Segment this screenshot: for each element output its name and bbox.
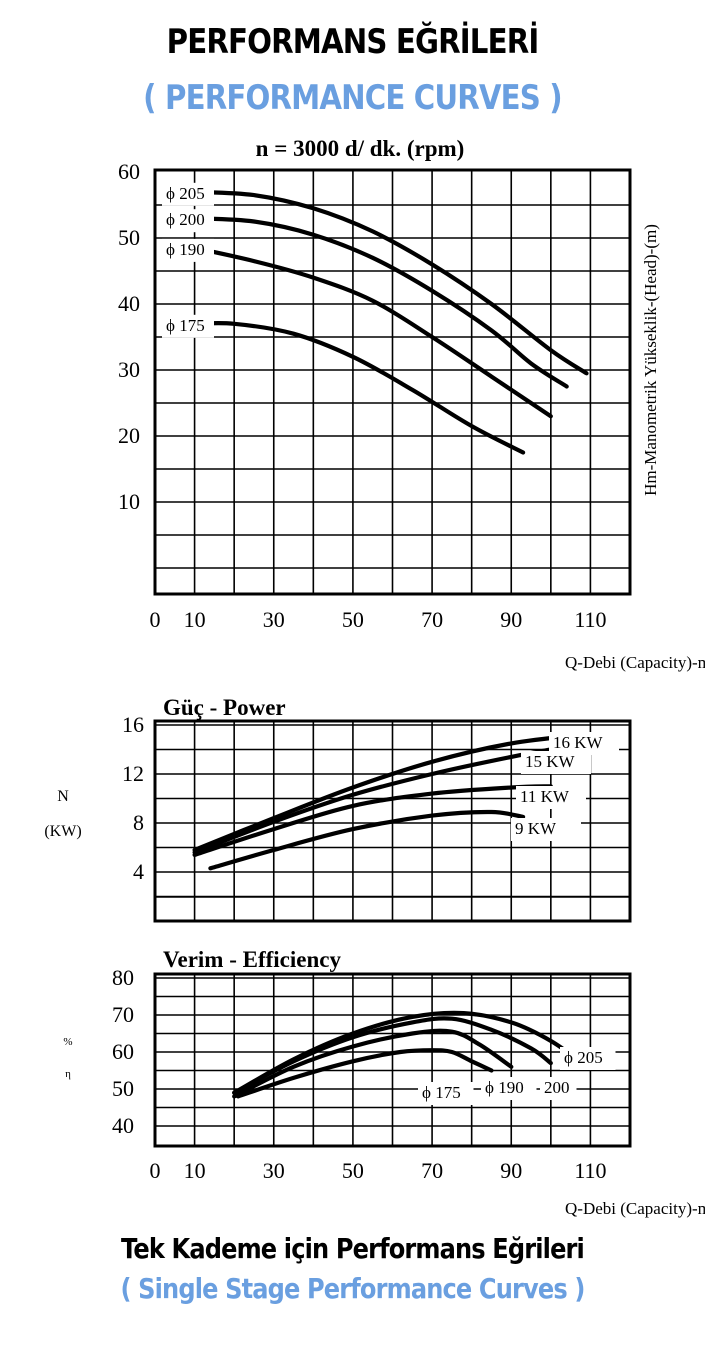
power-y-tick: 4 xyxy=(133,859,144,884)
head-chart-title: n = 3000 d/ dk. (rpm) xyxy=(256,136,465,161)
head-x-tick: 110 xyxy=(574,607,606,632)
efficiency-chart-ticks: 40 50 60 70 80 0 10 30 50 70 90 110 xyxy=(112,965,607,1183)
head-series-1 xyxy=(192,216,569,389)
head-y-tick: 60 xyxy=(118,159,140,184)
power-legend-label-2: 11 KW xyxy=(520,787,570,806)
label-background xyxy=(516,786,586,809)
efficiency-legend-label-2: ϕ 190 xyxy=(485,1078,524,1097)
label-background xyxy=(540,1077,577,1100)
head-legend-label-3: ϕ 175 xyxy=(166,316,205,335)
power-y-tick: 12 xyxy=(122,761,144,786)
efficiency-x-tick: 110 xyxy=(574,1158,606,1183)
head-x-tick: 30 xyxy=(263,607,285,632)
efficiency-series-1 xyxy=(232,1016,553,1095)
power-chart-title: Güç - Power xyxy=(163,695,286,720)
efficiency-legend-label-0: ϕ 205 xyxy=(564,1048,603,1067)
efficiency-legend-label-3: ϕ 175 xyxy=(422,1083,461,1102)
head-legend-label-0: ϕ 205 xyxy=(166,184,205,203)
efficiency-y-tick: 50 xyxy=(112,1076,134,1101)
head-chart-ticks: 10 20 30 40 50 60 0 10 30 50 70 90 110 xyxy=(118,159,607,632)
page-title: PERFORMANS EĞRİLERİ xyxy=(166,22,540,62)
efficiency-y-tick: 40 xyxy=(112,1113,134,1138)
efficiency-chart-title: Verim - Efficiency xyxy=(163,947,341,972)
head-legend-label-1: ϕ 200 xyxy=(166,210,205,229)
efficiency-x-tick: 50 xyxy=(342,1158,364,1183)
label-background xyxy=(162,209,214,233)
head-x-tick: 50 xyxy=(342,607,364,632)
footer-title: Tek Kademe için Performans Eğrileri xyxy=(121,1232,585,1265)
head-chart-ylabel: Hm-Manometrik Yükseklik-(Head)-(m) xyxy=(641,224,660,496)
power-series-0 xyxy=(192,732,585,853)
head-legend-label-2: ϕ 190 xyxy=(166,240,205,259)
head-chart-curves xyxy=(192,189,589,455)
efficiency-legend-label-1: 200 xyxy=(544,1078,570,1097)
efficiency-chart-ylabel-symbol: η xyxy=(65,1068,71,1080)
label-background xyxy=(560,1047,616,1070)
head-chart-legend: ϕ 205 ϕ 200 ϕ 190 ϕ 175 xyxy=(162,182,214,338)
efficiency-chart: Verim - Efficiency 40 50 60 70 80 0 10 30 50 70 90… xyxy=(63,947,705,1218)
label-background xyxy=(481,1077,537,1100)
power-legend-label-1: 15 KW xyxy=(525,752,576,771)
efficiency-y-tick: 80 xyxy=(112,965,134,990)
power-series-1 xyxy=(192,747,553,855)
head-x-tick: 90 xyxy=(500,607,522,632)
power-chart-grid xyxy=(153,719,632,923)
label-background xyxy=(511,818,581,841)
power-series-2 xyxy=(192,784,553,857)
efficiency-chart-xlabel: Q-Debi (Capacity)-m3/h xyxy=(565,1199,705,1218)
label-background xyxy=(162,314,214,338)
head-x-tick: 10 xyxy=(184,607,206,632)
efficiency-y-tick: 60 xyxy=(112,1039,134,1064)
power-y-tick: 16 xyxy=(122,712,144,737)
label-background xyxy=(521,751,591,774)
head-y-tick: 40 xyxy=(118,291,140,316)
power-chart-ticks: 4 8 12 16 xyxy=(122,712,144,884)
power-y-tick: 8 xyxy=(133,810,144,835)
head-series-2 xyxy=(192,245,553,419)
power-chart-curves xyxy=(192,732,585,871)
efficiency-chart-grid xyxy=(153,972,632,1148)
footer-subtitle: ( Single Stage Performance Curves ) xyxy=(120,1272,586,1305)
label-background xyxy=(162,182,214,206)
efficiency-y-tick: 70 xyxy=(112,1002,134,1027)
head-chart-xlabel: Q-Debi (Capacity)-m3/h xyxy=(565,653,705,672)
power-chart-ylabel-top: N xyxy=(57,788,69,805)
head-y-tick: 10 xyxy=(118,489,140,514)
head-y-tick: 50 xyxy=(118,225,140,250)
label-background xyxy=(162,238,214,262)
efficiency-x-tick: 0 xyxy=(150,1158,161,1183)
efficiency-x-tick: 70 xyxy=(421,1158,443,1183)
efficiency-chart-legend: ϕ 205 200 ϕ 190 ϕ 175 xyxy=(418,1047,616,1105)
power-legend-label-0: 16 KW xyxy=(553,733,604,752)
head-series-0 xyxy=(192,189,589,376)
head-series-3 xyxy=(192,320,526,455)
efficiency-chart-curves xyxy=(232,1010,585,1099)
efficiency-x-tick: 30 xyxy=(263,1158,285,1183)
efficiency-series-2 xyxy=(232,1028,514,1099)
page-subtitle: ( PERFORMANCE CURVES ) xyxy=(143,78,562,118)
label-background xyxy=(549,732,619,755)
efficiency-series-3 xyxy=(236,1048,494,1099)
head-x-tick: 70 xyxy=(421,607,443,632)
head-y-tick: 20 xyxy=(118,423,140,448)
head-x-tick: 0 xyxy=(150,607,161,632)
efficiency-x-tick: 10 xyxy=(184,1158,206,1183)
head-y-tick: 30 xyxy=(118,357,140,382)
efficiency-x-tick: 90 xyxy=(500,1158,522,1183)
power-legend-label-3: 9 KW xyxy=(515,819,557,838)
head-chart: n = 3000 d/ dk. (rpm) 10 20 30 40 50 60 0 10 30 5… xyxy=(118,136,705,672)
power-series-3 xyxy=(208,809,526,871)
label-background xyxy=(418,1082,474,1105)
power-chart-ylabel-bottom: (KW) xyxy=(44,823,81,840)
efficiency-chart-ylabel: % xyxy=(63,1036,72,1048)
